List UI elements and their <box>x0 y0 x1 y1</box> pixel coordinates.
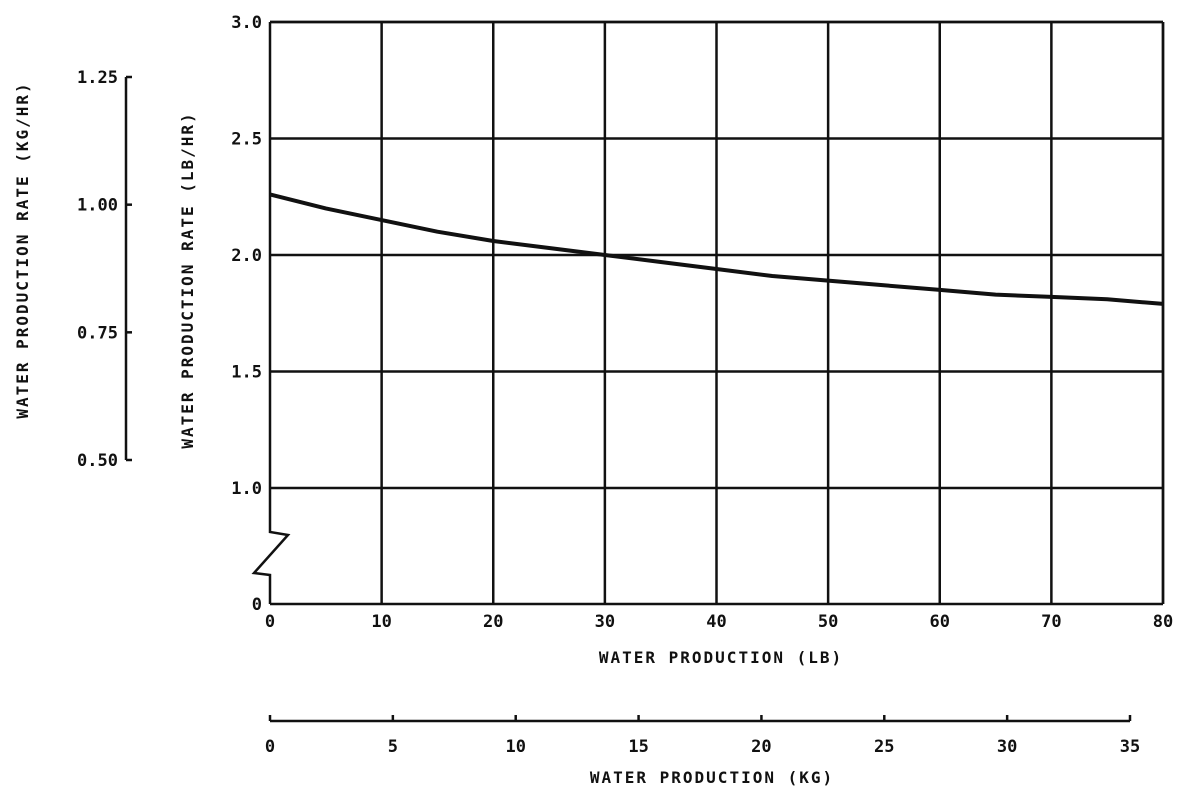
secondary-x-axis-title: WATER PRODUCTION (KG) <box>590 768 834 787</box>
data-series <box>269 192 1164 306</box>
secondary-x-tick-label: 0 <box>265 737 275 757</box>
secondary-x-tick-label: 25 <box>874 737 894 757</box>
secondary-y-tick-label: 0.75 <box>77 323 118 343</box>
x-tick-label: 20 <box>483 612 503 632</box>
y-tick-label: 2.0 <box>231 246 262 266</box>
x-tick-label: 0 <box>265 612 275 632</box>
x-tick-label: 80 <box>1153 612 1173 632</box>
secondary-x-tick-label: 10 <box>505 737 525 757</box>
secondary-x-tick-label: 5 <box>388 737 398 757</box>
secondary-y-axis-title: WATER PRODUCTION RATE (KG/HR) <box>13 81 32 418</box>
x-tick-label: 30 <box>595 612 615 632</box>
secondary-y-tick-label: 0.50 <box>77 451 118 471</box>
y-tick-label: 1.0 <box>231 479 262 499</box>
y-tick-label: 0 <box>252 595 262 615</box>
secondary-x-axis-kg: 0 5 10 15 20 25 30 35 <box>265 715 1140 757</box>
plot-grid <box>270 20 1165 604</box>
x-axis-title: WATER PRODUCTION (LB) <box>599 648 843 667</box>
x-tick-label: 10 <box>371 612 391 632</box>
plot-axes <box>251 20 1165 606</box>
y-tick-label: 1.5 <box>231 363 262 383</box>
secondary-x-tick-label: 15 <box>628 737 648 757</box>
y-axis-line-with-break <box>251 22 291 604</box>
x-tick-label: 40 <box>706 612 726 632</box>
series-line <box>269 192 1164 306</box>
secondary-x-tick-label: 20 <box>751 737 771 757</box>
secondary-y-tick-label: 1.25 <box>77 68 118 88</box>
secondary-y-axis-kg-hr: 0.50 0.75 1.00 1.25 <box>77 68 132 471</box>
secondary-y-tick-label: 1.00 <box>77 196 118 216</box>
tick-labels: 0 10 20 30 40 50 60 70 80 0 1.0 1.5 2.0 2.5 3.0 <box>231 13 1173 632</box>
x-tick-label: 70 <box>1041 612 1061 632</box>
y-tick-label: 3.0 <box>231 13 262 33</box>
y-tick-label: 2.5 <box>231 130 262 150</box>
secondary-x-tick-label: 35 <box>1120 737 1140 757</box>
x-tick-label: 60 <box>930 612 950 632</box>
y-axis-title: WATER PRODUCTION RATE (LB/HR) <box>178 111 197 448</box>
x-tick-label: 50 <box>818 612 838 632</box>
secondary-x-tick-label: 30 <box>997 737 1017 757</box>
